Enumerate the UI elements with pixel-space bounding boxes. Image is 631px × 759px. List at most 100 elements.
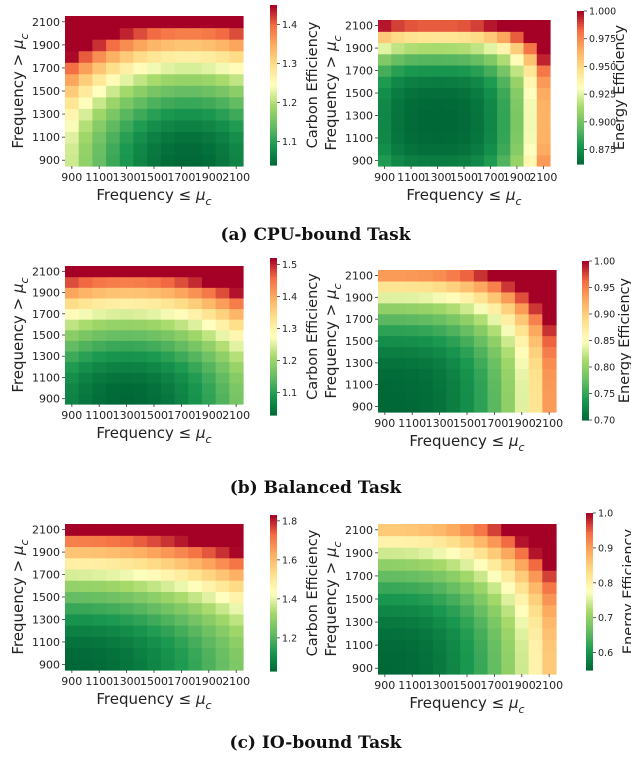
heatmap-cell [65, 580, 80, 592]
heatmap-cell [133, 361, 148, 373]
heatmap-cell [147, 524, 162, 536]
heatmap-cell [65, 287, 80, 299]
heatmap-cell [391, 558, 406, 571]
heatmap-cell [133, 297, 148, 310]
x-tick-label: 2100 [222, 171, 250, 184]
heatmap-cell [106, 546, 121, 559]
heatmap-cell [497, 121, 511, 133]
heatmap-cell [510, 87, 525, 100]
heatmap-cell [92, 580, 107, 592]
heatmap-cell [201, 329, 217, 341]
heatmap-cell [174, 142, 189, 156]
heatmap-cell [215, 524, 230, 536]
heatmap-cell [405, 390, 420, 402]
colorbar-tick-label: 0.950 [589, 62, 616, 73]
heatmap-cell [119, 50, 135, 63]
x-tick-label: 1100 [85, 675, 113, 688]
heatmap-cell [446, 639, 461, 652]
heatmap-cell [457, 31, 472, 44]
heatmap-cell [510, 42, 525, 55]
heatmap-cell [92, 350, 107, 363]
heatmap-cell [215, 96, 230, 109]
heatmap-cell [106, 319, 121, 331]
heatmap-cell [528, 302, 543, 315]
heatmap-cell [432, 650, 448, 664]
heatmap-cell [65, 154, 80, 167]
heatmap-cell [432, 570, 448, 583]
y-tick-label: 1900 [345, 42, 373, 55]
heatmap-cell [501, 280, 516, 293]
heatmap-cell [473, 593, 489, 606]
colorbar-tick-label: 0.9 [598, 543, 613, 554]
heatmap-cell [391, 143, 406, 156]
heatmap-cell [391, 593, 406, 606]
heatmap-cell [497, 98, 511, 111]
heatmap-cell [78, 131, 93, 144]
heatmap-cell [473, 558, 489, 571]
heatmap-cell [92, 276, 107, 288]
heatmap-cell [405, 627, 420, 640]
heatmap-cell [65, 613, 80, 626]
heatmap-cell [378, 558, 393, 571]
heatmap-cell [391, 64, 406, 77]
heatmap-cell [528, 581, 543, 594]
heatmap-cell [201, 16, 217, 29]
heatmap-cell [432, 324, 448, 337]
heatmap-cell [147, 62, 162, 75]
heatmap-cell [188, 524, 203, 536]
heatmap-cell [528, 313, 543, 326]
heatmap-cell [92, 287, 107, 299]
heatmap-cell [473, 379, 489, 391]
heatmap-cell [229, 350, 244, 363]
heatmap-cell [378, 31, 392, 44]
heatmap-cell [174, 372, 189, 384]
heatmap-cell [78, 636, 93, 649]
heatmap-cell [460, 313, 475, 326]
heatmap-cell [528, 570, 543, 583]
heatmap-cell [106, 658, 121, 671]
heatmap-cell [405, 570, 420, 583]
heatmap-cell [65, 625, 80, 637]
heatmap-cell [147, 73, 162, 86]
heatmap-cell [483, 31, 498, 44]
heatmap-cell [419, 401, 434, 413]
heatmap-cell [457, 154, 472, 167]
heatmap-cell [147, 591, 162, 604]
heatmap-cell [174, 119, 189, 132]
heatmap-cell [92, 568, 107, 581]
heatmap-cell [188, 131, 203, 144]
heatmap-cell [460, 401, 475, 413]
heatmap-cell [147, 297, 162, 310]
heatmap-cell [446, 335, 461, 348]
heatmap-cell [215, 50, 230, 63]
heatmap-cell [119, 535, 135, 548]
heatmap-cell [473, 335, 489, 348]
heatmap-cell [432, 390, 448, 402]
heatmap-cell [497, 42, 511, 55]
heatmap-cell [542, 379, 557, 391]
heatmap-cell [501, 357, 516, 369]
heatmap-cell [419, 280, 434, 293]
heatmap-cell [487, 280, 502, 293]
heatmap-cell [417, 154, 432, 167]
heatmap-cell [92, 625, 107, 637]
heatmap-cell [133, 287, 148, 299]
heatmap-cell [174, 50, 189, 63]
heatmap-cell [174, 658, 189, 671]
colorbar-tick-label: 0.70 [594, 416, 615, 427]
heatmap-cell [174, 636, 189, 649]
heatmap-cell [417, 42, 432, 55]
heatmap-cell [446, 524, 461, 537]
heatmap-cell [215, 393, 230, 405]
x-tick-label: 1300 [424, 171, 452, 184]
heatmap-cell [188, 85, 203, 98]
heatmap-cell [391, 627, 406, 640]
heatmap-cell [201, 613, 217, 626]
heatmap-cell [510, 31, 525, 44]
heatmap-cell [514, 379, 530, 391]
heatmap-cell [444, 31, 458, 44]
heatmap-cell [487, 535, 502, 548]
heatmap-cell [419, 390, 434, 402]
x-tick-label: 1300 [426, 679, 454, 692]
heatmap-cell [473, 368, 489, 380]
